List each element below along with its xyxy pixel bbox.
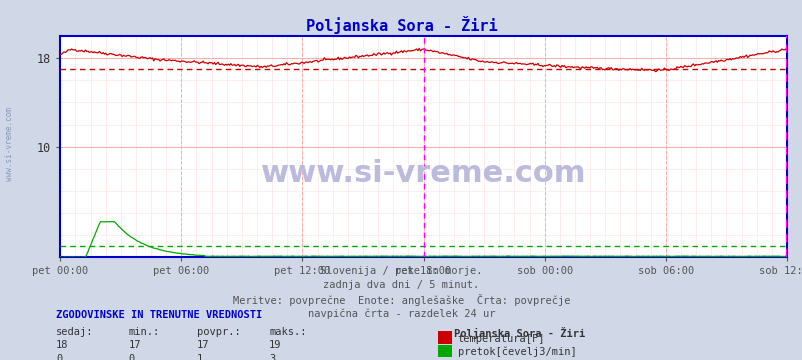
Text: 17: 17 [196, 340, 209, 350]
Text: zadnja dva dni / 5 minut.: zadnja dva dni / 5 minut. [323, 280, 479, 290]
Text: Slovenija / reke in morje.: Slovenija / reke in morje. [320, 266, 482, 276]
Text: ZGODOVINSKE IN TRENUTNE VREDNOSTI: ZGODOVINSKE IN TRENUTNE VREDNOSTI [56, 310, 262, 320]
Text: pretok[čevelj3/min]: pretok[čevelj3/min] [457, 347, 576, 357]
Text: navpična črta - razdelek 24 ur: navpična črta - razdelek 24 ur [307, 309, 495, 319]
Text: www.si-vreme.com: www.si-vreme.com [5, 107, 14, 181]
Text: 17: 17 [128, 340, 141, 350]
Text: 18: 18 [56, 340, 69, 350]
Text: Poljanska Sora - Žiri: Poljanska Sora - Žiri [306, 16, 496, 34]
Text: Poljanska Sora - Žiri: Poljanska Sora - Žiri [453, 327, 584, 339]
Text: 0: 0 [128, 354, 135, 360]
Text: 1: 1 [196, 354, 203, 360]
Text: povpr.:: povpr.: [196, 327, 240, 337]
Text: temperatura[F]: temperatura[F] [457, 334, 545, 344]
Text: Meritve: povprečne  Enote: anglešaške  Črta: povprečje: Meritve: povprečne Enote: anglešaške Črt… [233, 294, 569, 306]
Text: min.:: min.: [128, 327, 160, 337]
Text: 0: 0 [56, 354, 63, 360]
Text: maks.:: maks.: [269, 327, 306, 337]
Text: 19: 19 [269, 340, 282, 350]
Text: www.si-vreme.com: www.si-vreme.com [261, 159, 585, 188]
Text: sedaj:: sedaj: [56, 327, 94, 337]
Text: 3: 3 [269, 354, 275, 360]
